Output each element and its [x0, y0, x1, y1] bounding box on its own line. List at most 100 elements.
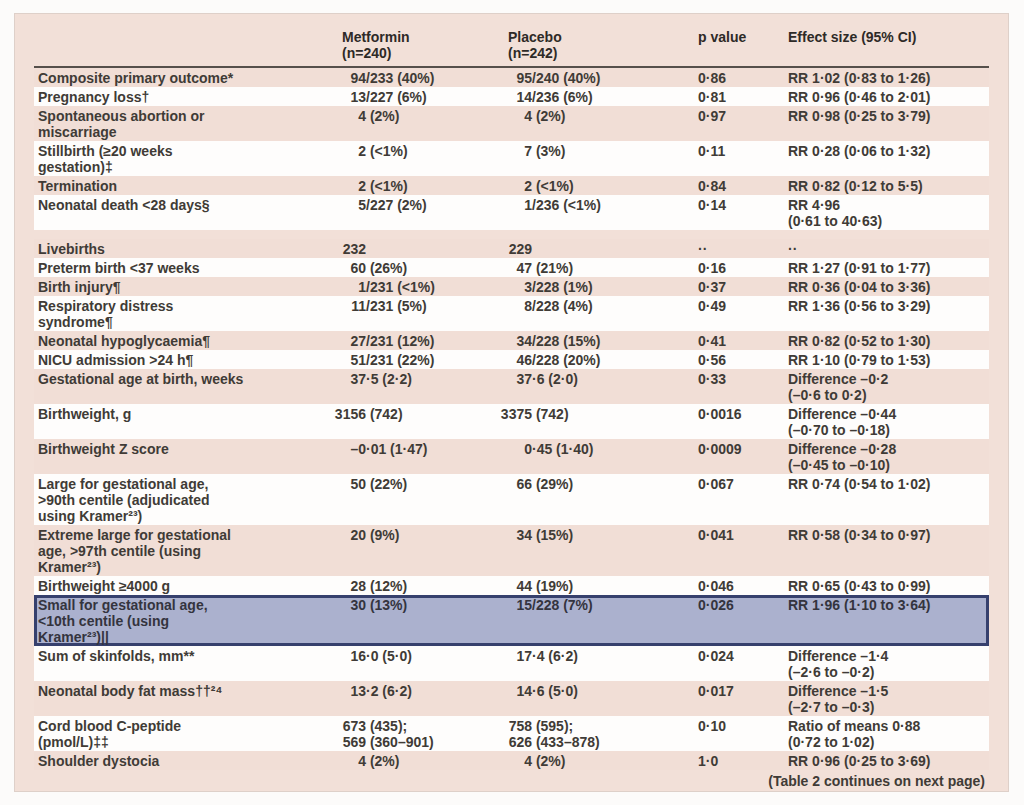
row-label: Neonatal body fat mass††²⁴: [34, 681, 330, 716]
placebo-value: 66 (29%): [496, 474, 686, 525]
table-row: Composite primary outcome*94/233 (40%)95…: [34, 68, 989, 87]
metformin-value: 51/231 (22%): [330, 350, 496, 369]
placebo-value: 1/236 (<1%): [496, 195, 686, 230]
metformin-value: 13·2 (6·2): [330, 681, 496, 716]
p-value: 0·37: [686, 277, 776, 296]
row-label: Neonatal hypoglycaemia¶: [34, 331, 330, 350]
table-row: Pregnancy loss†13/227 (6%)14/236 (6%)0·8…: [34, 87, 989, 106]
p-value: 0·49: [686, 296, 776, 331]
row-label: Birth injury¶: [34, 277, 330, 296]
table-row: Livebirths232229····: [34, 239, 989, 258]
metformin-value: 37·5 (2·2): [330, 369, 496, 404]
row-label: Spontaneous abortion or miscarriage: [34, 106, 330, 141]
placebo-value: 3/228 (1%): [496, 277, 686, 296]
metformin-value: 4 (2%): [330, 751, 496, 770]
effect-size-value: RR 0·74 (0·54 to 1·02): [776, 474, 989, 525]
table-row: Birth injury¶1/231 (<1%)3/228 (1%)0·37RR…: [34, 277, 989, 296]
table-row: Neonatal death <28 days§5/227 (2%)1/236 …: [34, 195, 989, 230]
metformin-value: 2 (<1%): [330, 176, 496, 195]
metformin-value: 20 (9%): [330, 525, 496, 576]
row-label: NICU admission >24 h¶: [34, 350, 330, 369]
metformin-value: 27/231 (12%): [330, 331, 496, 350]
p-value: 0·84: [686, 176, 776, 195]
placebo-value: 7 (3%): [496, 141, 686, 176]
row-label: Respiratory distress syndrome¶: [34, 296, 330, 331]
effect-size-value: RR 0·36 (0·04 to 3·36): [776, 277, 989, 296]
metformin-value: 5/227 (2%): [330, 195, 496, 230]
p-value: 0·81: [686, 87, 776, 106]
effect-size-value: RR 1·27 (0·91 to 1·77): [776, 258, 989, 277]
row-label: Gestational age at birth, weeks: [34, 369, 330, 404]
row-label: Small for gestational age, <10th centile…: [34, 595, 330, 646]
placebo-value: 4 (2%): [496, 106, 686, 141]
row-label: Composite primary outcome*: [34, 68, 330, 87]
metformin-value: 2 (<1%): [330, 141, 496, 176]
table-row: Termination2 (<1%)2 (<1%)0·84RR 0·82 (0·…: [34, 176, 989, 195]
table-header-row: Metformin (n=240) Placebo (n=242) p valu…: [34, 22, 989, 68]
effect-size-value: Difference –0·28 (–0·45 to –0·10): [776, 439, 989, 474]
row-label: Shoulder dystocia: [34, 751, 330, 770]
table-row: Neonatal body fat mass††²⁴13·2 (6·2)14·6…: [34, 681, 989, 716]
column-header-metformin: Metformin (n=240): [330, 29, 496, 61]
placebo-value: 229: [496, 239, 686, 258]
table-row: Birthweight Z score–0·01 (1·47)0·45 (1·4…: [34, 439, 989, 474]
effect-size-value: RR 0·82 (0·52 to 1·30): [776, 331, 989, 350]
p-value: 0·024: [686, 646, 776, 681]
placebo-value: 34/228 (15%): [496, 331, 686, 350]
effect-size-value: RR 0·96 (0·46 to 2·01): [776, 87, 989, 106]
table-continuation-note: (Table 2 continues on next page): [34, 770, 989, 795]
placebo-value: 44 (19%): [496, 576, 686, 595]
metformin-value: –0·01 (1·47): [330, 439, 496, 474]
table-row: Sum of skinfolds, mm**16·0 (5·0)17·4 (6·…: [34, 646, 989, 681]
effect-size-value: RR 0·96 (0·25 to 3·69): [776, 751, 989, 770]
metformin-value: 94/233 (40%): [330, 68, 496, 87]
row-label: Termination: [34, 176, 330, 195]
table-row: Stillbirth (≥20 weeks gestation)‡2 (<1%)…: [34, 141, 989, 176]
effect-size-value: RR 1·96 (1·10 to 3·64): [776, 595, 989, 646]
table-2-panel: Metformin (n=240) Placebo (n=242) p valu…: [14, 13, 1009, 792]
table-row: Birthweight, g3156 (742)3375 (742)0·0016…: [34, 404, 989, 439]
row-label: Stillbirth (≥20 weeks gestation)‡: [34, 141, 330, 176]
placebo-value: 4 (2%): [496, 751, 686, 770]
table-row: Neonatal hypoglycaemia¶27/231 (12%)34/22…: [34, 331, 989, 350]
metformin-value: 11/231 (5%): [330, 296, 496, 331]
p-value: 0·067: [686, 474, 776, 525]
p-value: 0·97: [686, 106, 776, 141]
p-value: 0·046: [686, 576, 776, 595]
metformin-value: 4 (2%): [330, 106, 496, 141]
row-label: Preterm birth <37 weeks: [34, 258, 330, 277]
placebo-value: 0·45 (1·40): [496, 439, 686, 474]
table-row: Spontaneous abortion or miscarriage4 (2%…: [34, 106, 989, 141]
table-row: Birthweight ≥4000 g28 (12%)44 (19%)0·046…: [34, 576, 989, 595]
p-value: 0·026: [686, 595, 776, 646]
metformin-value: 232: [330, 239, 496, 258]
effect-size-value: RR 1·10 (0·79 to 1·53): [776, 350, 989, 369]
column-header-blank: [34, 29, 330, 61]
p-value: 0·041: [686, 525, 776, 576]
effect-size-value: ··: [776, 239, 989, 258]
placebo-value: 2 (<1%): [496, 176, 686, 195]
effect-size-value: Difference –0·44 (–0·70 to –0·18): [776, 404, 989, 439]
table-row: Respiratory distress syndrome¶11/231 (5%…: [34, 296, 989, 331]
p-value: 0·11: [686, 141, 776, 176]
effect-size-value: RR 0·28 (0·06 to 1·32): [776, 141, 989, 176]
placebo-value: 14·6 (5·0): [496, 681, 686, 716]
metformin-value: 28 (12%): [330, 576, 496, 595]
table-row: Gestational age at birth, weeks37·5 (2·2…: [34, 369, 989, 404]
metformin-value: 30 (13%): [330, 595, 496, 646]
placebo-value: 758 (595);626 (433–878): [496, 716, 686, 751]
placebo-value: 8/228 (4%): [496, 296, 686, 331]
effect-size-value: RR 0·65 (0·43 to 0·99): [776, 576, 989, 595]
p-value: 0·41: [686, 331, 776, 350]
column-header-effect-size: Effect size (95% CI): [776, 29, 989, 61]
column-header-placebo: Placebo (n=242): [496, 29, 686, 61]
effect-size-value: Ratio of means 0·88 (0·72 to 1·02): [776, 716, 989, 751]
table-row: Extreme large for gestational age, >97th…: [34, 525, 989, 576]
metformin-value: 60 (26%): [330, 258, 496, 277]
placebo-value: 46/228 (20%): [496, 350, 686, 369]
effect-size-value: Difference –0·2 (–0·6 to 0·2): [776, 369, 989, 404]
row-label: Birthweight Z score: [34, 439, 330, 474]
p-value: 0·86: [686, 68, 776, 87]
metformin-value: 50 (22%): [330, 474, 496, 525]
p-value: 0·017: [686, 681, 776, 716]
